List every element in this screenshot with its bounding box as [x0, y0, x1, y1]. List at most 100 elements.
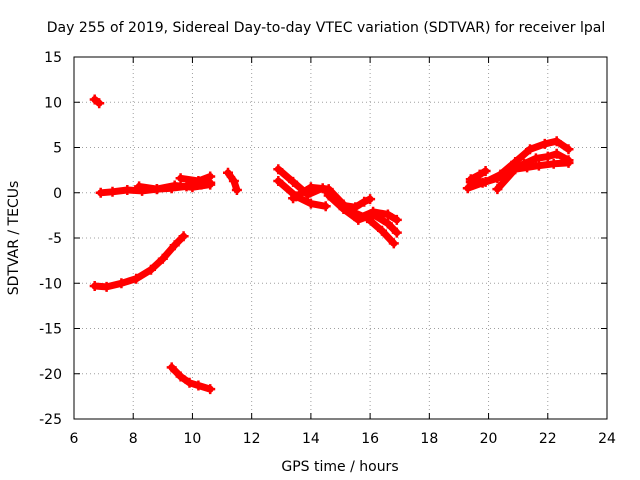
- data-point: [377, 225, 387, 236]
- data-point: [95, 187, 106, 198]
- data-point: [223, 167, 233, 178]
- x-tick-label: 16: [361, 431, 379, 447]
- y-tick-label: -15: [39, 322, 62, 338]
- data-point: [116, 278, 127, 289]
- data-point: [193, 380, 204, 391]
- data-point: [184, 377, 195, 388]
- data-point: [382, 209, 393, 220]
- data-point: [101, 281, 112, 292]
- data-point: [465, 174, 476, 185]
- series-arc-l: [338, 194, 376, 213]
- data-point: [338, 200, 349, 211]
- data-point: [391, 214, 402, 225]
- data-point: [551, 148, 562, 159]
- tick-labels: 6 8 10 12 14 16 18 20 22 24 -25 -20 -15 -10 -5 0 5 10 15: [39, 50, 616, 447]
- y-tick-label: 5: [53, 141, 62, 157]
- data-point: [151, 184, 162, 195]
- data-point: [323, 190, 334, 201]
- data-point: [228, 176, 239, 186]
- x-tick-label: 10: [184, 431, 202, 447]
- data-point: [480, 166, 491, 176]
- data-point: [525, 144, 535, 155]
- data-point: [474, 169, 485, 180]
- data-point: [359, 196, 370, 207]
- x-tick-label: 8: [129, 431, 138, 447]
- data-point: [169, 180, 180, 191]
- data-point: [157, 253, 168, 264]
- ticks: [73, 56, 608, 420]
- data-point: [288, 193, 299, 204]
- data-point: [492, 184, 503, 195]
- data-point: [563, 157, 574, 168]
- data-point: [551, 136, 562, 147]
- data-point: [539, 138, 550, 149]
- data-point: [273, 176, 284, 186]
- x-tick-label: 18: [420, 431, 438, 447]
- x-tick-label: 24: [598, 431, 616, 447]
- series-line: [340, 195, 374, 211]
- data-point: [288, 176, 299, 187]
- y-tick-label: 15: [44, 50, 62, 66]
- data-point: [542, 151, 553, 162]
- data-point: [175, 173, 186, 184]
- data-point: [131, 273, 142, 284]
- series-arc-p: [465, 166, 491, 185]
- data-point: [533, 160, 544, 171]
- data-point: [178, 231, 189, 242]
- data-point: [388, 238, 399, 249]
- data-point: [94, 98, 105, 109]
- y-tick-label: -25: [39, 412, 62, 428]
- data-point: [134, 181, 145, 192]
- data-point: [107, 186, 118, 197]
- series-arc-g: [223, 167, 242, 195]
- data-point: [273, 164, 284, 175]
- x-tick-label: 12: [243, 431, 261, 447]
- series-arc-o: [492, 157, 574, 195]
- chart-title: Day 255 of 2019, Sidereal Day-to-day VTE…: [47, 20, 605, 36]
- data-point: [510, 164, 521, 175]
- y-axis-label: SDTVAR / TECUs: [6, 181, 22, 296]
- data-point: [231, 185, 242, 195]
- data-point: [187, 182, 198, 193]
- data-point: [193, 176, 204, 186]
- data-point: [548, 158, 559, 169]
- x-tick-label: 6: [70, 431, 79, 447]
- data-point: [320, 201, 331, 212]
- series-group: [89, 94, 574, 395]
- data-point: [530, 153, 541, 164]
- x-axis-label: GPS time / hours: [281, 459, 398, 475]
- data-point: [353, 214, 364, 225]
- data-point: [563, 144, 574, 155]
- grid: [74, 57, 607, 419]
- data-point: [146, 264, 156, 275]
- data-point: [305, 182, 316, 193]
- series-arc-d: [175, 171, 216, 186]
- x-tick-label: 14: [302, 431, 320, 447]
- series-arc-c: [134, 179, 216, 195]
- data-point: [495, 169, 506, 180]
- data-point: [166, 362, 177, 373]
- data-point: [122, 185, 133, 195]
- data-point: [365, 194, 376, 205]
- y-tick-label: -20: [39, 367, 62, 383]
- data-point: [480, 176, 491, 187]
- data-point: [169, 240, 180, 251]
- data-point: [205, 384, 216, 395]
- y-tick-label: 10: [44, 95, 62, 111]
- x-tick-label: 20: [480, 431, 498, 447]
- data-point: [350, 202, 361, 213]
- data-point: [462, 183, 473, 194]
- y-tick-label: 0: [53, 186, 62, 202]
- data-point: [368, 209, 379, 220]
- data-point: [205, 171, 216, 182]
- data-point: [391, 227, 402, 238]
- series-arc-f: [166, 362, 216, 395]
- series-line: [274, 177, 330, 210]
- data-point: [522, 162, 533, 173]
- x-tick-label: 22: [539, 431, 557, 447]
- series-arc-a: [89, 94, 105, 109]
- data-point: [175, 371, 186, 382]
- series-arc-e: [89, 231, 189, 292]
